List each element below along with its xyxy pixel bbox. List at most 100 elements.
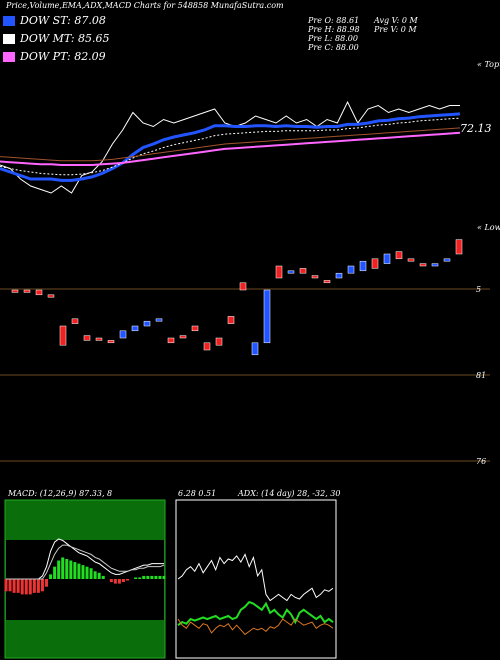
candle xyxy=(443,258,451,262)
histogram-bar xyxy=(32,579,36,593)
legend-label: DOW ST: 87.08 xyxy=(19,14,106,27)
histogram-bar xyxy=(162,575,166,579)
histogram-bar xyxy=(121,579,125,583)
candle xyxy=(227,316,235,324)
candle xyxy=(407,258,415,262)
candle xyxy=(299,268,307,274)
histogram-bar xyxy=(8,579,12,592)
candle xyxy=(323,280,331,284)
histogram-bar xyxy=(57,560,61,579)
candle xyxy=(383,253,391,264)
histogram-bar xyxy=(73,562,77,579)
histogram-bar xyxy=(150,575,154,579)
histogram-bar xyxy=(4,579,8,592)
histogram-bar xyxy=(45,579,49,587)
histogram-bar xyxy=(28,579,32,595)
candle xyxy=(71,318,79,324)
legend-swatch xyxy=(3,52,15,62)
candle xyxy=(119,330,127,339)
histogram-bar xyxy=(146,575,150,579)
line xyxy=(177,618,334,636)
candle xyxy=(215,337,223,346)
panel-title: ADX: (14 day) 28, -32, 30 xyxy=(237,489,340,498)
title: Price,Volume,EMA,ADX,MACD Charts for 548… xyxy=(5,1,284,10)
candle xyxy=(287,270,295,274)
volume: Avg V: 0 M xyxy=(373,16,418,25)
candle xyxy=(335,272,343,279)
candle xyxy=(191,325,199,332)
histogram-bar xyxy=(40,579,44,592)
quote: Pre H: 88.98 xyxy=(307,25,360,34)
line xyxy=(0,131,461,166)
histogram-bar xyxy=(154,575,158,579)
quote: Pre O: 88.61 xyxy=(307,16,359,25)
histogram-bar xyxy=(158,575,162,579)
candle xyxy=(275,265,283,279)
quote: Pre C: 88.00 xyxy=(307,43,359,52)
candle xyxy=(251,342,259,356)
candle xyxy=(239,282,247,291)
histogram-bar xyxy=(126,579,130,581)
side-label: 5 xyxy=(476,285,481,294)
side-label: 76 xyxy=(476,457,486,466)
line xyxy=(177,553,334,602)
histogram-bar xyxy=(109,579,113,583)
histogram-bar xyxy=(36,579,40,593)
side-label: « Topu xyxy=(477,60,500,69)
candle xyxy=(431,263,439,267)
candle xyxy=(143,320,151,327)
histogram-bar xyxy=(93,571,97,579)
candle xyxy=(155,318,163,322)
histogram-bar xyxy=(113,579,117,584)
histogram-bar xyxy=(134,577,138,579)
legend-label: DOW MT: 85.65 xyxy=(19,32,110,45)
candle xyxy=(47,294,55,298)
histogram-bar xyxy=(53,566,57,579)
candle xyxy=(263,289,271,344)
side-label: « Lowe xyxy=(477,223,500,232)
histogram-bar xyxy=(138,577,142,579)
candle xyxy=(203,342,211,351)
candle xyxy=(35,289,43,296)
candle xyxy=(131,325,139,332)
candle xyxy=(107,340,115,344)
histogram-bar xyxy=(77,563,81,579)
candle xyxy=(179,335,187,339)
candle xyxy=(455,239,463,255)
histogram-bar xyxy=(16,579,20,593)
overlap-label: 6.28 0.51 xyxy=(178,489,216,498)
histogram-bar xyxy=(81,565,85,579)
histogram-bar xyxy=(61,557,65,579)
histogram-bar xyxy=(12,579,16,593)
volume: Pre V: 0 M xyxy=(373,25,417,34)
adx-panel xyxy=(175,499,337,659)
histogram-bar xyxy=(101,575,105,579)
candle xyxy=(95,337,103,341)
histogram-bar xyxy=(85,566,89,579)
candle xyxy=(167,337,175,344)
histogram-bar xyxy=(69,560,73,579)
histogram-bar xyxy=(117,579,121,584)
candle xyxy=(347,265,355,274)
legend-swatch xyxy=(3,34,15,44)
line xyxy=(0,117,461,176)
side-label: 81 xyxy=(476,371,486,380)
histogram-bar xyxy=(65,558,69,579)
histogram-bar xyxy=(24,579,28,595)
histogram-bar xyxy=(49,574,53,579)
candle xyxy=(83,335,91,341)
candle xyxy=(419,263,427,267)
line xyxy=(6,544,165,580)
line xyxy=(0,112,461,182)
candle xyxy=(359,260,367,272)
line xyxy=(177,600,334,627)
candle xyxy=(11,289,19,293)
histogram-bar xyxy=(89,568,93,579)
candle xyxy=(395,251,403,260)
histogram-bar xyxy=(142,575,146,579)
histogram-bar xyxy=(97,572,101,579)
candle xyxy=(23,289,31,293)
macd-bg xyxy=(6,540,164,620)
